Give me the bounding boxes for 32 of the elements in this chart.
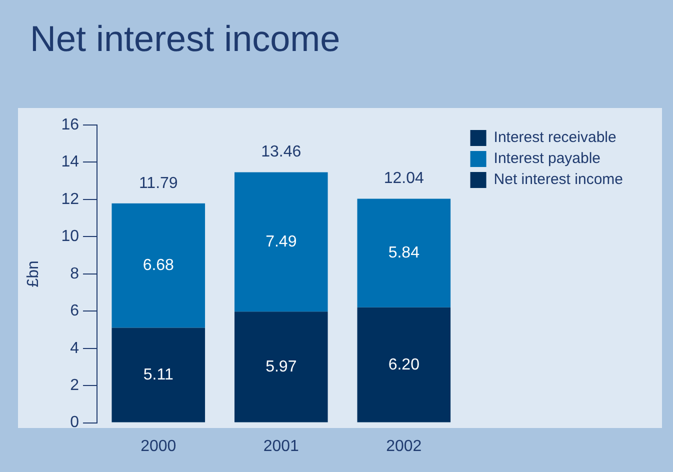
data-label: 6.20 bbox=[388, 356, 420, 374]
bar bbox=[357, 198, 451, 308]
y-tick-label: 0 bbox=[70, 414, 80, 432]
legend-label: Interest payable bbox=[494, 150, 601, 168]
bar bbox=[357, 307, 451, 422]
x-tick-label: 2002 bbox=[386, 438, 422, 455]
bar bbox=[112, 203, 206, 328]
y-axis-title: £bn bbox=[25, 260, 42, 288]
data-label: 7.49 bbox=[266, 233, 297, 250]
y-tick-label: 6 bbox=[70, 302, 80, 320]
legend-label: Net interest income bbox=[494, 171, 624, 188]
bar bbox=[234, 172, 328, 312]
bar bbox=[234, 312, 328, 422]
total-label: 12.04 bbox=[384, 170, 424, 188]
x-tick-label: 2001 bbox=[263, 438, 300, 455]
chart-title: Net interest income bbox=[30, 18, 340, 60]
x-tick-label: 2000 bbox=[140, 438, 176, 455]
data-label: 5.84 bbox=[388, 244, 420, 262]
y-tick-label: 10 bbox=[61, 228, 80, 246]
total-label: 13.46 bbox=[261, 144, 302, 161]
total-label: 11.79 bbox=[138, 174, 178, 192]
bar bbox=[112, 328, 206, 422]
y-tick-label: 8 bbox=[70, 265, 80, 282]
y-tick-label: 14 bbox=[61, 154, 80, 171]
y-tick-label: 12 bbox=[61, 190, 80, 208]
y-tick-label: 2 bbox=[70, 376, 80, 394]
y-tick-label: 4 bbox=[70, 340, 80, 357]
data-label: 5.97 bbox=[266, 358, 297, 376]
y-tick-label: 16 bbox=[61, 116, 80, 134]
data-label: 6.68 bbox=[142, 256, 174, 274]
data-label: 5.11 bbox=[143, 366, 174, 384]
legend-label: Interest receivable bbox=[494, 129, 616, 146]
